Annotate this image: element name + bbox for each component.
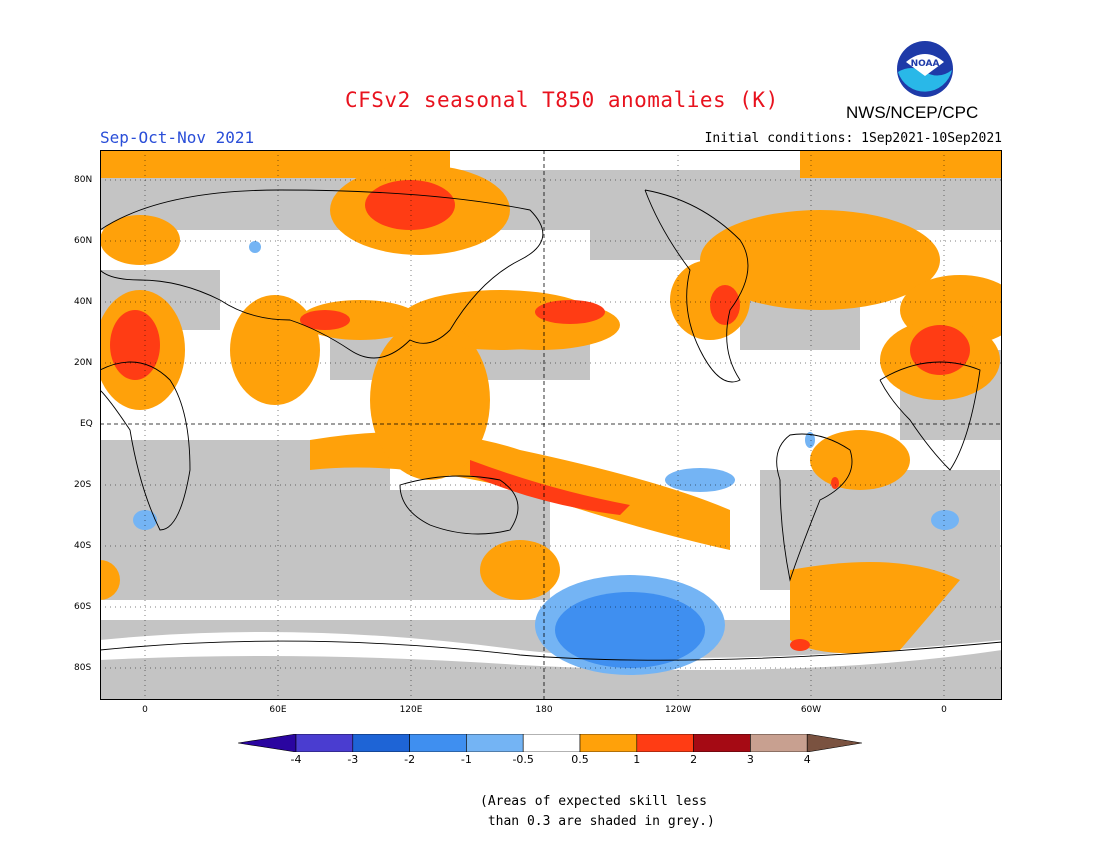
- colorbar-arrow-left: [238, 734, 297, 752]
- lon-label: 0: [941, 705, 947, 715]
- lat-label: 20S: [74, 480, 92, 490]
- colorbar: [238, 734, 862, 752]
- colorbar-box: [409, 734, 467, 752]
- colorbar-tick-label: -4: [290, 753, 302, 766]
- colorbar-tick-label: -0.5: [512, 753, 534, 766]
- orange-regions: [100, 150, 1002, 654]
- lat-label: 20N: [74, 358, 93, 368]
- lon-label: 60W: [800, 705, 822, 715]
- agency-label: NWS/NCEP/CPC: [846, 103, 979, 122]
- lat-label: 40N: [74, 297, 93, 307]
- lat-label: 60S: [74, 602, 92, 612]
- blue-regions: [133, 241, 959, 675]
- colorbar-box: [750, 734, 808, 752]
- lon-label: 180: [535, 705, 553, 715]
- lat-label: 60N: [74, 236, 93, 246]
- grid-lines: [100, 150, 1002, 700]
- colorbar-box: [693, 734, 751, 752]
- skill-note-line2: than 0.3 are shaded in grey.): [480, 814, 715, 829]
- initial-conditions: Initial conditions: 1Sep2021-10Sep2021: [704, 131, 1002, 146]
- colorbar-box: [352, 734, 410, 752]
- colorbar-box: [466, 734, 524, 752]
- logo-text: NOAA: [911, 59, 940, 69]
- skill-note: (Areas of expected skill less than 0.3 a…: [480, 792, 715, 832]
- colorbar-box: [522, 734, 581, 752]
- colorbar-tick-label: -1: [460, 753, 472, 766]
- colorbar-tick-label: 3: [746, 753, 754, 766]
- lon-label: 120E: [399, 705, 423, 715]
- colorbar-tick-label: 4: [803, 753, 811, 766]
- lat-label: 80N: [74, 175, 93, 185]
- season-label: Sep-Oct-Nov 2021: [100, 128, 255, 147]
- colorbar-box: [636, 734, 694, 752]
- coastlines: [100, 189, 1002, 661]
- noaa-logo-icon: NOAA: [897, 41, 953, 97]
- lat-label: 40S: [74, 541, 92, 551]
- lon-label: 60E: [269, 705, 287, 715]
- anomaly-map: [100, 150, 1002, 700]
- lon-label: 120W: [664, 705, 692, 715]
- colorbar-tick-label: 0.5: [571, 753, 589, 766]
- colorbar-tick-label: -2: [404, 753, 416, 766]
- lat-label: EQ: [80, 419, 93, 429]
- colorbar-tick-label: 1: [633, 753, 641, 766]
- colorbar-tick-label: -3: [347, 753, 359, 766]
- chart-title: CFSv2 seasonal T850 anomalies (K): [345, 88, 779, 112]
- lon-label: 0: [142, 705, 148, 715]
- colorbar-arrow-right: [806, 734, 862, 752]
- skill-note-line1: (Areas of expected skill less: [480, 794, 707, 809]
- lat-label: 80S: [74, 663, 92, 673]
- colorbar-box: [579, 734, 638, 752]
- colorbar-box: [295, 734, 354, 752]
- colorbar-tick-label: 2: [690, 753, 698, 766]
